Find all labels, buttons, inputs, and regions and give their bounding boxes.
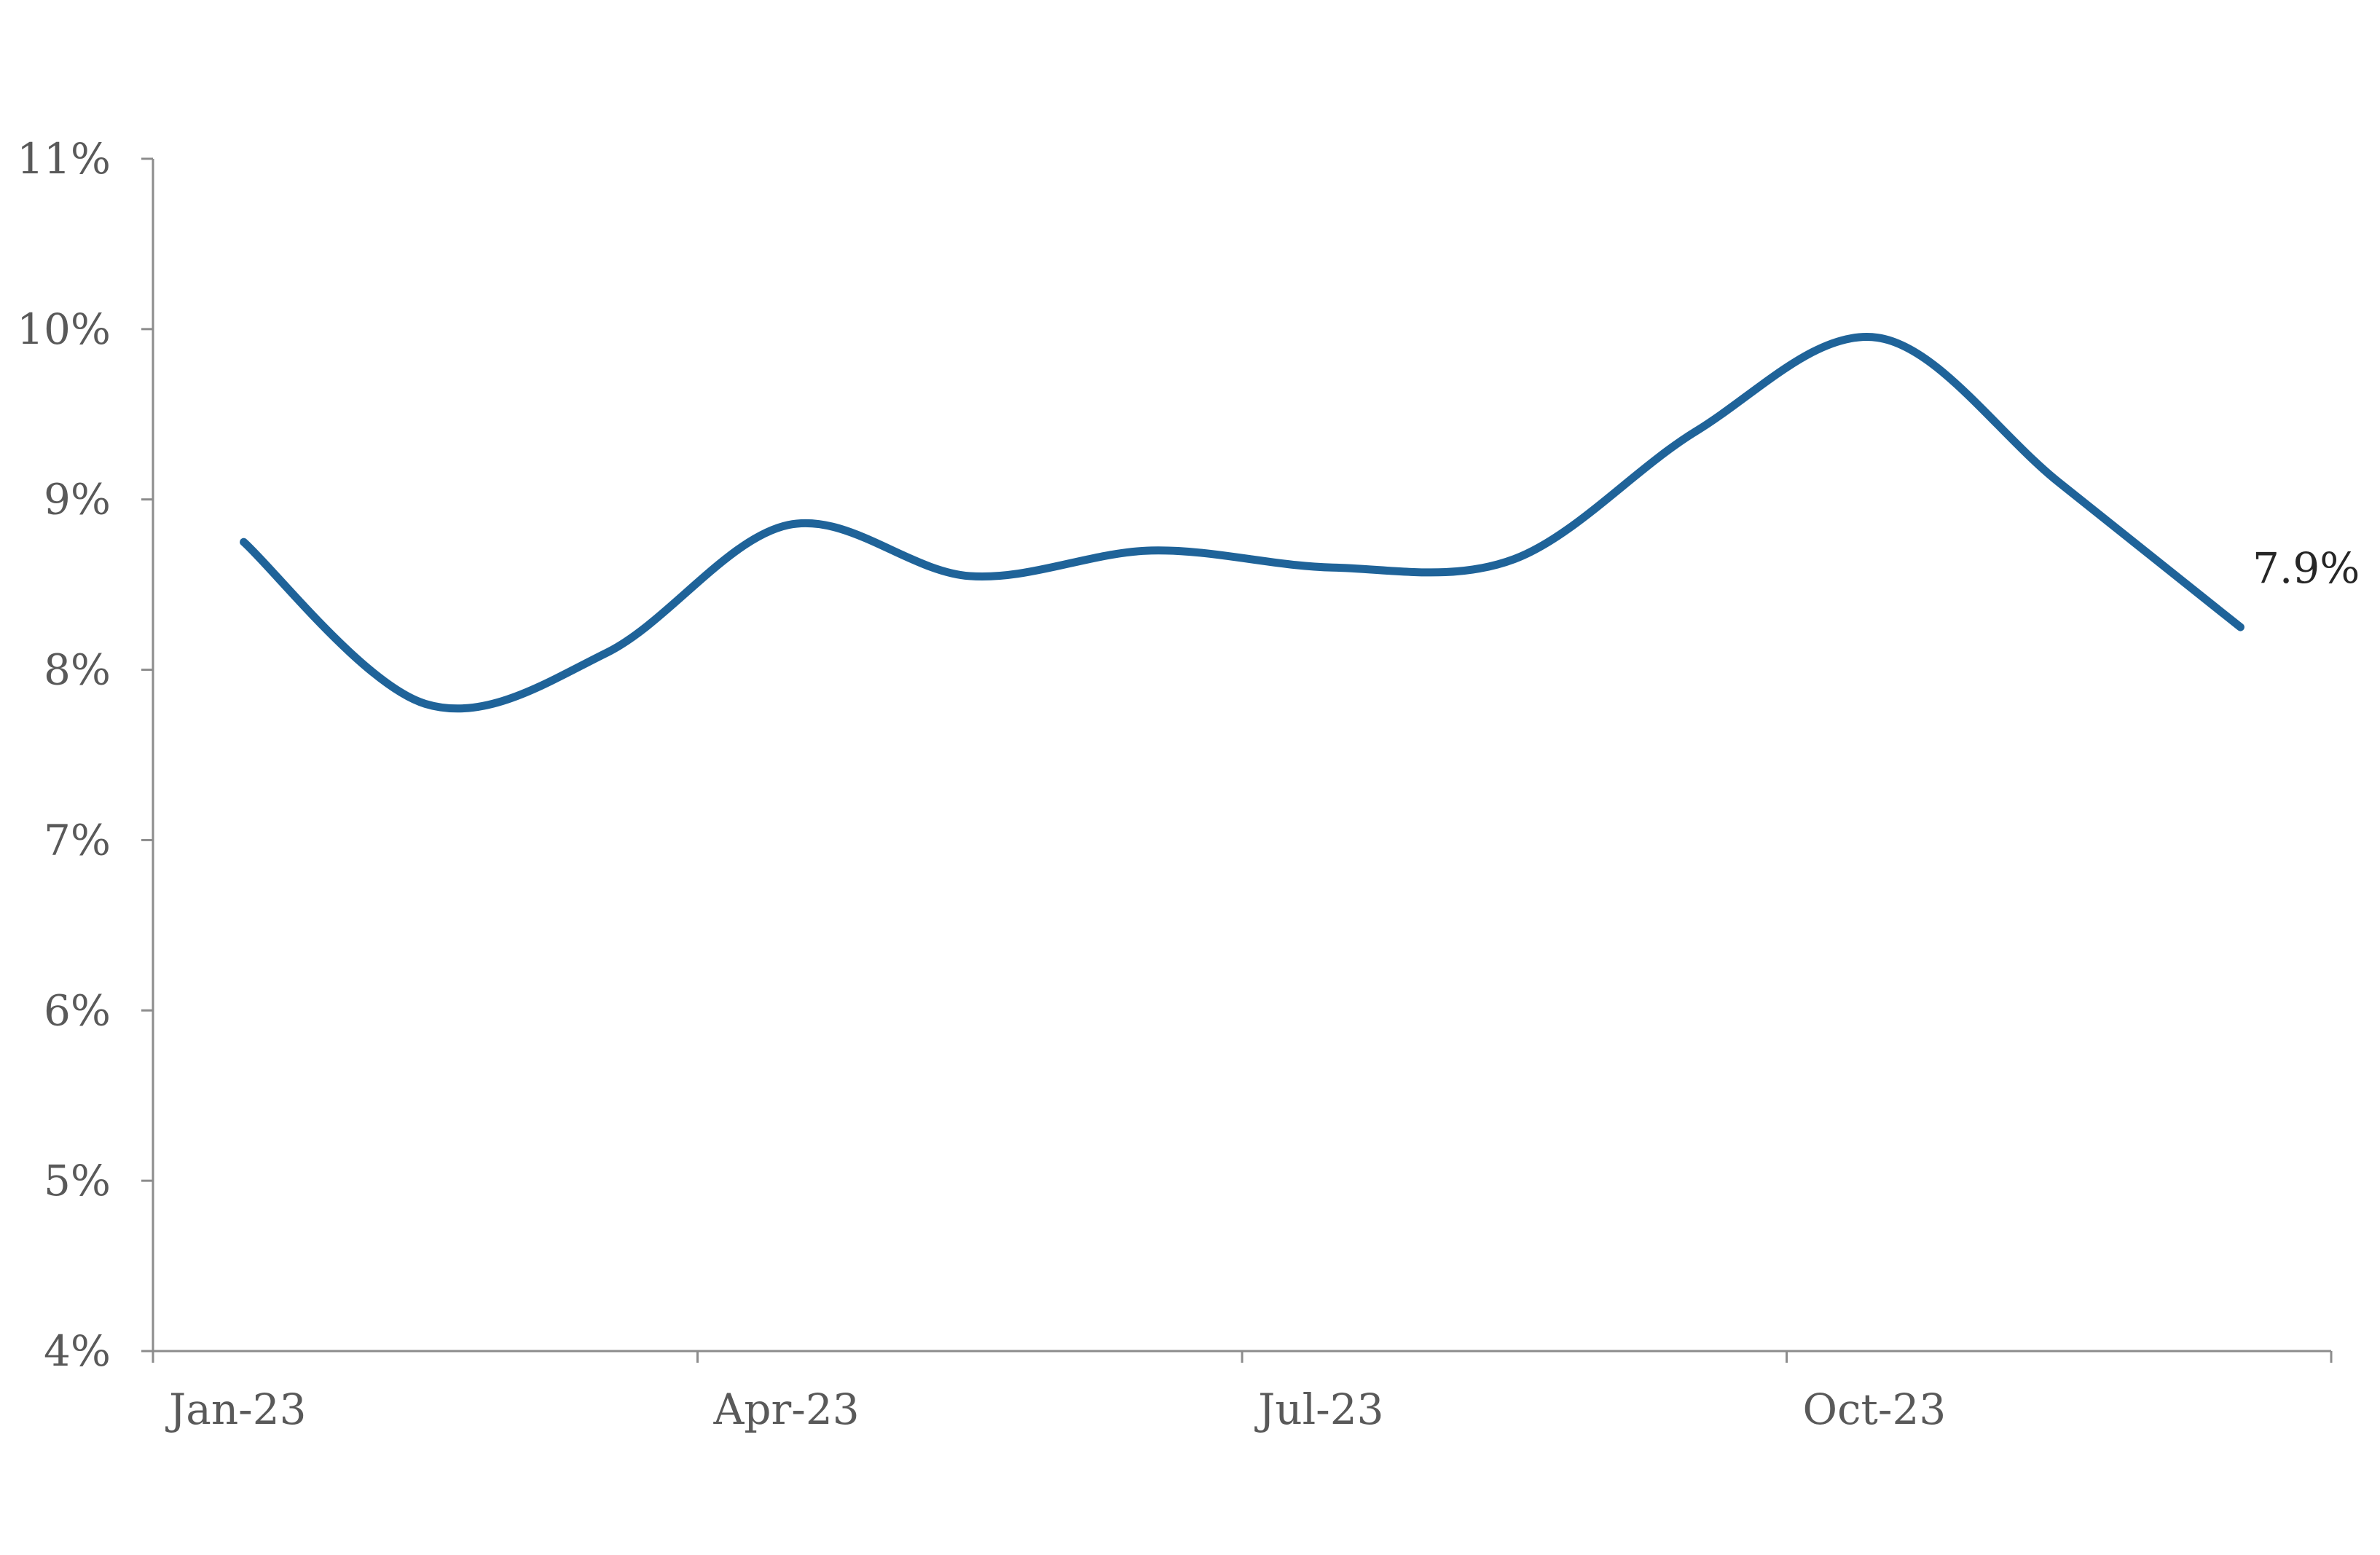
end-value-label: 7.9%: [2253, 543, 2360, 593]
y-ticks: 4% 5% 6% 7% 8% 9% 10% 11%: [17, 134, 153, 1376]
y-tick-label: 10%: [17, 304, 111, 354]
series-line-0: [240, 333, 2244, 713]
y-tick-label: 4%: [44, 1326, 111, 1376]
y-tick-label: 7%: [44, 815, 111, 865]
y-tick-label: 9%: [44, 475, 111, 524]
x-tick-label: Apr-23: [713, 1385, 860, 1434]
x-ticks: Jan-23 Apr-23 Jul-23 Oct-23: [152, 1351, 2333, 1434]
y-tick-label: 8%: [44, 645, 111, 695]
x-tick-label: Jul-23: [1254, 1385, 1384, 1434]
x-tick-label: Oct-23: [1803, 1385, 1947, 1434]
y-tick-label: 5%: [44, 1156, 111, 1205]
series-group: [240, 333, 2244, 713]
y-tick-label: 6%: [44, 985, 111, 1035]
y-tick-label: 11%: [17, 134, 111, 184]
x-tick-label: Jan-23: [165, 1385, 307, 1434]
axes: [152, 159, 2331, 1353]
